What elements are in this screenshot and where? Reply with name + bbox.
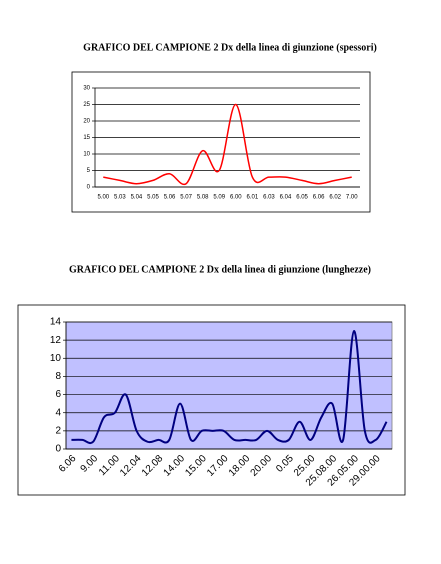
x-tick-label: 6.03	[263, 195, 275, 201]
x-tick-label: 5.07	[180, 195, 192, 201]
x-tick-label: 5.00	[97, 195, 109, 201]
data-line	[71, 330, 388, 445]
y-tick-label: 14	[50, 317, 62, 328]
y-tick-label: 20	[83, 119, 90, 125]
y-tick-label: 30	[83, 86, 90, 92]
x-tick-label: 6.04	[280, 195, 292, 201]
x-tick-label: 5.05	[147, 195, 159, 201]
plot-area	[65, 321, 393, 450]
y-tick-label: 5	[87, 168, 91, 174]
y-tick-label: 8	[55, 371, 61, 382]
x-tick-label: 6.06	[313, 195, 325, 201]
y-tick-label: 10	[83, 152, 90, 158]
y-tick-label: 6	[55, 389, 61, 400]
y-tick-label: 12	[50, 335, 62, 346]
x-tick-label: 6.00	[230, 195, 242, 201]
y-tick-label: 4	[55, 407, 61, 418]
x-tick-label: 5.08	[197, 195, 209, 201]
x-tick-label: 6.05	[296, 195, 308, 201]
data-line	[103, 103, 352, 186]
chart-frame	[71, 71, 371, 213]
y-tick-label: 2	[55, 425, 61, 436]
chart-title: GRAFICO DEL CAMPIONE 2 Dx della linea di…	[69, 264, 371, 275]
x-tick-label: 6.01	[247, 195, 259, 201]
y-tick-label: 15	[83, 135, 90, 141]
x-tick-label: 5.06	[164, 195, 176, 201]
chart-title: GRAFICO DEL CAMPIONE 2 Dx della linea di…	[83, 42, 377, 53]
y-tick-label: 0	[55, 444, 61, 455]
y-tick-label: 25	[83, 102, 90, 108]
y-tick-label: 0	[87, 185, 91, 191]
x-tick-label: 5.09	[213, 195, 225, 201]
x-tick-label: 6.02	[329, 195, 341, 201]
x-tick-label: 5.03	[114, 195, 126, 201]
x-tick-label: 5.04	[131, 195, 143, 201]
x-tick-label: 7.00	[346, 195, 358, 201]
y-tick-label: 10	[50, 353, 62, 364]
